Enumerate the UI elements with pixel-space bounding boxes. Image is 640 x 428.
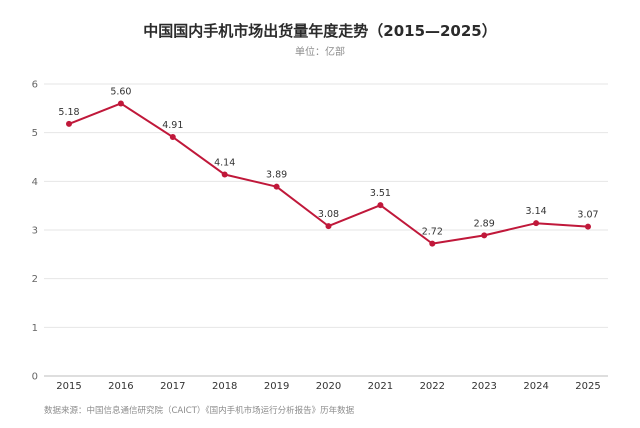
y-tick-label: 0: [32, 372, 38, 383]
data-label: 3.08: [318, 209, 339, 220]
data-point: [533, 220, 540, 227]
x-axis-ticks: 2015 2016 2017 2018 2019 2020 2021 2022 2023 2024…: [56, 381, 600, 392]
x-tick-label: 2023: [471, 381, 496, 392]
data-point: [169, 134, 176, 141]
x-tick-label: 2022: [420, 381, 445, 392]
chart-title: 中国国内手机市场出货量年度走势（2015—2025）: [143, 22, 497, 40]
data-label: 3.07: [577, 210, 598, 221]
data-label: 3.89: [266, 170, 287, 181]
data-label: 2.72: [422, 227, 443, 238]
data-label: 4.91: [162, 120, 183, 131]
data-point: [325, 223, 332, 230]
data-point: [66, 120, 72, 127]
x-tick-label: 2025: [575, 381, 600, 392]
x-tick-label: 2015: [56, 381, 81, 392]
series-line-path: [68, 102, 589, 245]
y-axis-ticks: 0 1 2 3 4 5 6: [32, 80, 38, 383]
data-labels: 5.18 5.60 4.91 4.14 3.89 3.08 3.51 2.72 2.89 3.14…: [58, 86, 598, 237]
x-tick-label: 2016: [108, 381, 133, 392]
y-tick-label: 3: [32, 226, 38, 237]
y-tick-label: 6: [32, 80, 38, 91]
x-tick-label: 2019: [264, 381, 289, 392]
y-tick-label: 5: [32, 128, 38, 139]
data-label: 3.14: [526, 206, 547, 217]
grid-lines: [44, 83, 608, 377]
data-label: 5.60: [110, 86, 131, 97]
data-point: [221, 171, 228, 178]
data-point: [273, 183, 280, 190]
x-tick-label: 2021: [368, 381, 393, 392]
y-tick-label: 4: [32, 177, 38, 188]
series-line: [68, 102, 589, 245]
data-point: [117, 100, 124, 107]
data-point: [481, 232, 488, 239]
chart-subtitle: 单位：亿部: [295, 45, 345, 58]
data-label: 4.14: [214, 158, 235, 169]
x-tick-label: 2020: [316, 381, 341, 392]
x-tick-label: 2024: [523, 381, 548, 392]
y-tick-label: 1: [32, 323, 38, 334]
y-tick-label: 2: [32, 274, 38, 285]
data-label: 3.51: [370, 188, 391, 199]
data-label: 5.18: [58, 107, 79, 118]
x-tick-label: 2017: [160, 381, 185, 392]
source-note: 数据来源：中国信息通信研究院（CAICT）《国内手机市场运行分析报告》历年数据: [44, 405, 355, 416]
x-tick-label: 2018: [212, 381, 237, 392]
data-point: [585, 223, 591, 230]
data-points: [66, 100, 591, 247]
data-point: [429, 240, 436, 247]
data-point: [377, 202, 384, 209]
data-label: 2.89: [474, 218, 495, 229]
